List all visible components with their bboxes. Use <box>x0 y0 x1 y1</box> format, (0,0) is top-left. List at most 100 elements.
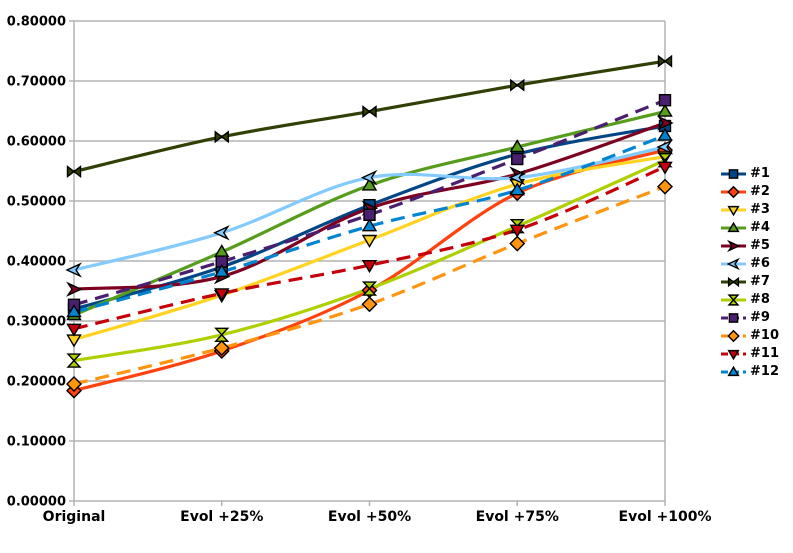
data-point-marker <box>657 103 673 117</box>
legend-label: #5 <box>750 238 770 253</box>
y-tick-label: 0.40000 <box>7 255 66 270</box>
data-point-marker <box>727 349 740 361</box>
data-point-marker <box>727 365 740 377</box>
data-point-marker <box>657 127 673 141</box>
x-category-label: Evol +75% <box>476 509 559 525</box>
data-point-marker <box>361 234 378 248</box>
legend-swatch <box>721 257 746 271</box>
data-point-marker <box>727 221 740 233</box>
data-point-marker <box>361 218 378 232</box>
data-point-marker <box>509 182 525 196</box>
x-category-label: Evol +50% <box>328 509 411 525</box>
legend-label: #3 <box>750 202 770 217</box>
legend-item-2: #2 <box>720 183 779 201</box>
data-point-marker <box>510 78 525 92</box>
data-point-marker <box>66 334 82 348</box>
data-point-marker <box>509 139 525 153</box>
y-tick-label: 0.60000 <box>7 135 66 150</box>
data-point-marker <box>66 281 83 297</box>
legend-swatch <box>721 313 746 323</box>
data-point-marker <box>66 376 82 392</box>
legend-swatch <box>721 205 746 217</box>
legend-item-6: #6 <box>720 255 779 273</box>
data-point-marker <box>361 296 378 313</box>
legend-label: #6 <box>750 256 770 271</box>
x-category-label: Evol +25% <box>180 509 263 525</box>
data-point-marker <box>657 115 674 131</box>
data-point-marker <box>66 353 82 368</box>
series-line-num10 <box>73 185 666 386</box>
y-tick-label: 0.20000 <box>7 375 66 390</box>
series-line-num11 <box>73 165 666 331</box>
legend-label: #10 <box>750 328 779 343</box>
data-point-marker <box>362 105 377 119</box>
data-point-marker <box>66 165 82 179</box>
y-tick-label: 0.80000 <box>7 15 66 30</box>
legend-label: #4 <box>750 220 770 235</box>
data-point-marker <box>361 177 378 191</box>
legend-item-3: #3 <box>720 201 779 219</box>
y-tick-label: 0.50000 <box>7 195 66 210</box>
legend-item-9: #9 <box>720 309 779 327</box>
legend-item-8: #8 <box>720 291 779 309</box>
data-point-marker <box>727 294 740 306</box>
legend-swatch <box>721 221 746 233</box>
legend-label: #11 <box>750 346 779 361</box>
legend-item-10: #10 <box>720 327 779 345</box>
series-line-num12 <box>73 134 666 314</box>
legend-label: #2 <box>750 184 770 199</box>
data-point-marker <box>511 152 524 166</box>
data-point-marker <box>727 205 740 217</box>
data-point-marker <box>657 54 673 68</box>
data-point-marker <box>214 288 230 302</box>
legend-item-12: #12 <box>720 363 779 381</box>
y-tick-label: 0.10000 <box>7 435 66 450</box>
legend-item-1: #1 <box>720 165 779 183</box>
data-point-marker <box>726 257 740 271</box>
x-category-label: Evol +100% <box>619 509 712 525</box>
data-point-marker <box>361 281 378 296</box>
data-point-marker <box>727 239 741 253</box>
legend-label: #12 <box>750 364 779 379</box>
legend-swatch <box>721 329 746 343</box>
legend-item-11: #11 <box>720 345 779 363</box>
series-markers <box>65 54 674 399</box>
data-point-marker <box>657 178 673 195</box>
data-point-marker <box>727 329 740 343</box>
data-point-marker <box>727 185 740 199</box>
legend-item-4: #4 <box>720 219 779 237</box>
legend-swatch <box>721 276 746 288</box>
data-point-marker <box>214 130 229 144</box>
data-point-marker <box>213 225 230 241</box>
data-point-marker <box>213 340 230 356</box>
legend: #1 #2 #3 #4 #5 #6 #7 #8 #9 #10 #11 #12 <box>720 165 779 381</box>
x-category-label: Original <box>43 509 106 525</box>
legend-swatch <box>721 365 746 377</box>
legend-swatch <box>721 239 746 253</box>
data-point-marker <box>360 169 378 186</box>
legend-label: #1 <box>750 166 770 181</box>
data-point-marker <box>361 260 378 274</box>
y-tick-label: 0.30000 <box>7 315 66 330</box>
legend-item-5: #5 <box>720 237 779 255</box>
data-point-marker <box>728 169 739 179</box>
data-point-marker <box>65 262 82 278</box>
legend-swatch <box>721 294 746 306</box>
data-point-marker <box>214 327 230 342</box>
legend-item-7: #7 <box>720 273 779 291</box>
legend-swatch <box>721 185 746 199</box>
legend-label: #8 <box>750 292 770 307</box>
data-point-marker <box>508 169 526 186</box>
data-point-marker <box>728 313 739 323</box>
data-point-marker <box>657 161 673 175</box>
y-tick-label: 0.70000 <box>7 75 66 90</box>
data-point-marker <box>658 93 672 107</box>
data-point-marker <box>509 235 526 252</box>
y-tick-label: 0.00000 <box>7 495 66 510</box>
data-point-marker <box>509 224 525 238</box>
data-point-marker <box>66 304 82 318</box>
data-point-marker <box>727 276 740 288</box>
legend-label: #9 <box>750 310 770 325</box>
